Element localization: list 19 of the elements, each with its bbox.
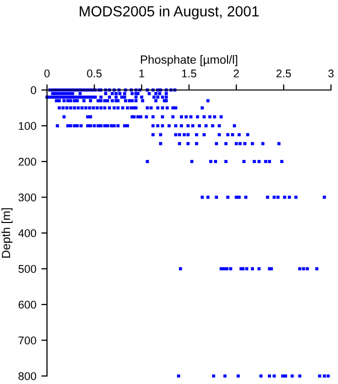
y-tick-label: 600 — [18, 300, 36, 309]
y-tick-label: 700 — [18, 336, 36, 344]
y-tick-label: 100 — [18, 122, 36, 130]
y-tick-label: 200 — [18, 158, 36, 166]
chart-title: MODS2005 in August, 2001 — [80, 6, 259, 20]
x-tick-label: 0.5 — [87, 70, 102, 78]
y-tick-label: 400 — [18, 229, 36, 238]
x-tick-label: 3 — [328, 70, 334, 78]
x-tick-label: 1 — [139, 70, 144, 78]
x-tick-label: 0 — [44, 70, 50, 78]
y-tick-label: 800 — [18, 372, 36, 380]
y-tick-label: 0 — [30, 86, 36, 94]
x-tick-label: 2 — [234, 70, 239, 78]
x-tick-label: 1.5 — [182, 70, 196, 78]
y-axis-title: Depth [m] — [1, 208, 12, 258]
x-axis-title: Phosphate [µmol/l] — [140, 55, 238, 66]
y-tick-label: 300 — [18, 194, 36, 202]
x-tick-label: 2.5 — [276, 70, 291, 78]
y-tick-label: 500 — [18, 265, 36, 273]
